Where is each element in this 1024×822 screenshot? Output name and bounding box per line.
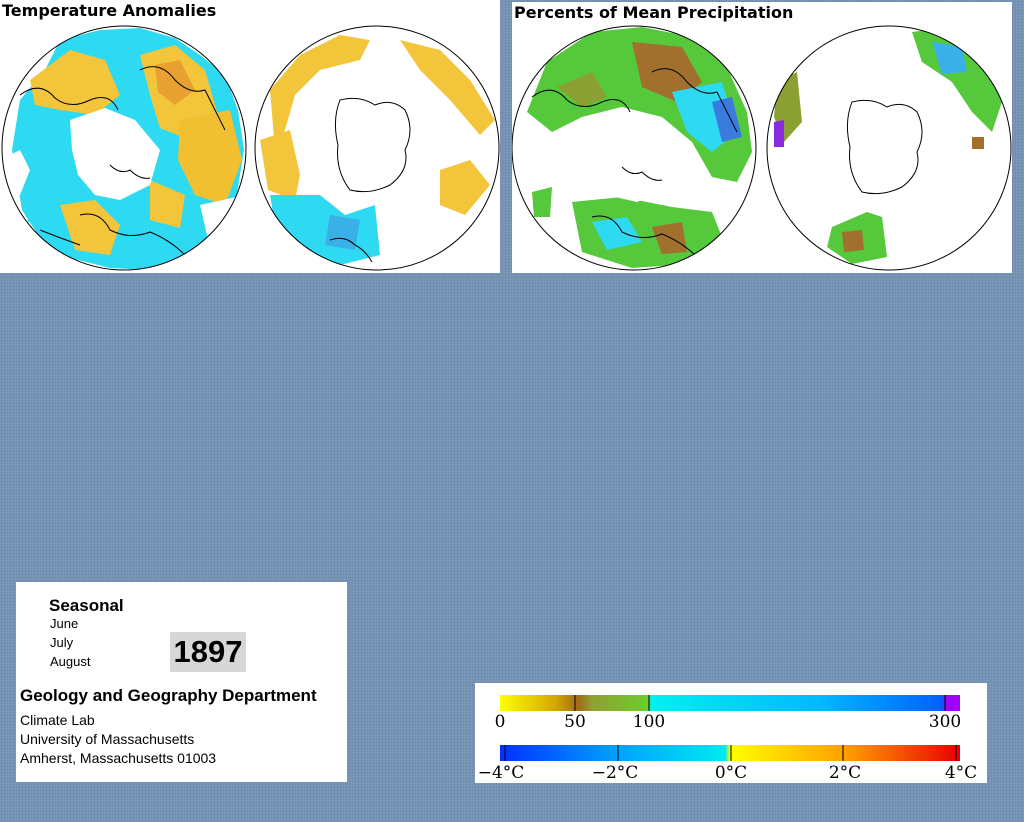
- precipitation-colorbar: [500, 695, 960, 711]
- temp-tick-label: 2°C: [829, 763, 861, 783]
- color-legend: 0 50 100 300 −4°C −2°C 0°C 2°C 4°C: [475, 683, 987, 783]
- precip-tick-label: 100: [633, 712, 665, 732]
- precipitation-southern-hemisphere-map: [774, 27, 1002, 264]
- precipitation-panel-title: Percents of Mean Precipitation: [512, 2, 796, 24]
- legend-bars: 0 50 100 300 −4°C −2°C 0°C 2°C 4°C: [478, 695, 977, 783]
- month-label: August: [50, 654, 91, 669]
- month-label: July: [50, 635, 74, 650]
- temperature-maps: [1, 25, 500, 271]
- precip-tick-label: 300: [929, 712, 961, 732]
- precipitation-maps: [512, 25, 1012, 271]
- lab-label: Climate Lab: [20, 712, 95, 728]
- precip-tick-label: 0: [495, 712, 506, 732]
- temp-tick-label: −2°C: [592, 763, 639, 783]
- month-label: June: [50, 616, 79, 631]
- temperature-colorbar: [500, 745, 960, 761]
- precipitation-northern-hemisphere-map: [527, 27, 752, 268]
- temperature-southern-hemisphere-map: [260, 35, 495, 265]
- temp-tick-label: 0°C: [715, 763, 747, 783]
- temperature-panel-title: Temperature Anomalies: [0, 0, 219, 22]
- temp-tick-label: 4°C: [945, 763, 977, 783]
- info-box: Seasonal June July August 1897 Geology a…: [16, 582, 347, 782]
- temp-tick-label: −4°C: [478, 763, 525, 783]
- temperature-panel: Temperature Anomalies: [0, 0, 500, 273]
- season-label: Seasonal: [49, 596, 124, 615]
- department-label: Geology and Geography Department: [20, 686, 317, 705]
- precipitation-panel: Percents of Mean Precipitation: [512, 2, 1012, 273]
- year-label: 1897: [170, 632, 246, 672]
- university-label: University of Massachusetts: [20, 731, 195, 747]
- address-label: Amherst, Massachusetts 01003: [20, 750, 217, 766]
- precip-tick-label: 50: [564, 712, 586, 732]
